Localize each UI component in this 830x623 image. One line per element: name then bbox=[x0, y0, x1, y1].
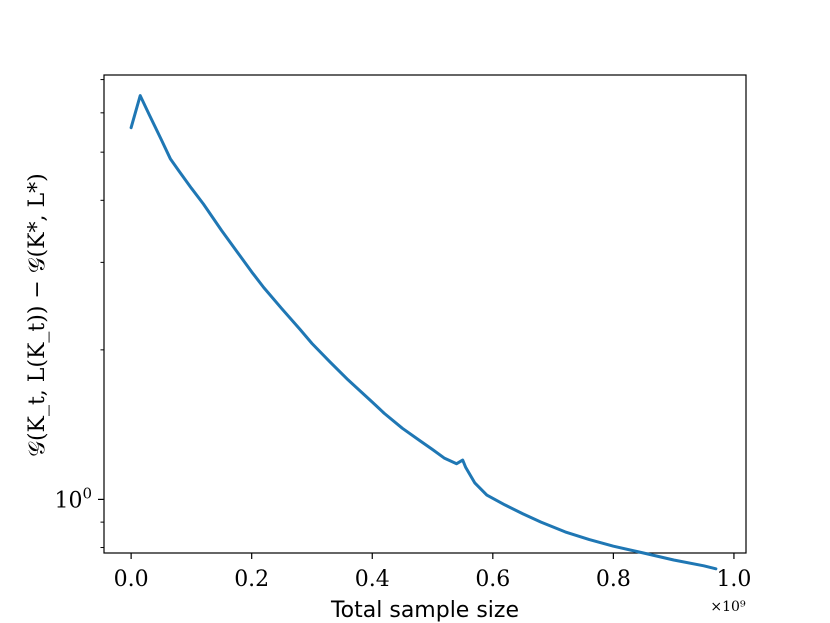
x-tick-label: 0.6 bbox=[475, 567, 510, 592]
series-line bbox=[129, 94, 718, 571]
x-tick-label: 0.4 bbox=[355, 567, 390, 592]
y-minor-ticks bbox=[100, 79, 104, 549]
x-tick-label: 0.0 bbox=[114, 567, 149, 592]
y-tick-label-exponent: 0 bbox=[82, 484, 92, 502]
plot-area-frame bbox=[103, 74, 747, 554]
x-axis-offset: ×10⁹ bbox=[710, 599, 746, 615]
x-tick-label: 0.8 bbox=[596, 567, 631, 592]
x-axis-label: Total sample size bbox=[330, 598, 519, 623]
y-tick-label: 100 bbox=[54, 484, 92, 513]
x-tick-label: 1.0 bbox=[716, 567, 751, 592]
y-tick-label-base: 10 bbox=[54, 488, 82, 513]
x-axis-ticks: 0.0 0.2 0.4 0.6 0.8 1.0 bbox=[114, 553, 751, 592]
y-axis-label: 𝒢(K_t, L(K_t)) − 𝒢(K*, L*) bbox=[25, 173, 50, 456]
y-axis-ticks: 100 bbox=[54, 484, 104, 513]
x-tick-label: 0.2 bbox=[234, 567, 269, 592]
